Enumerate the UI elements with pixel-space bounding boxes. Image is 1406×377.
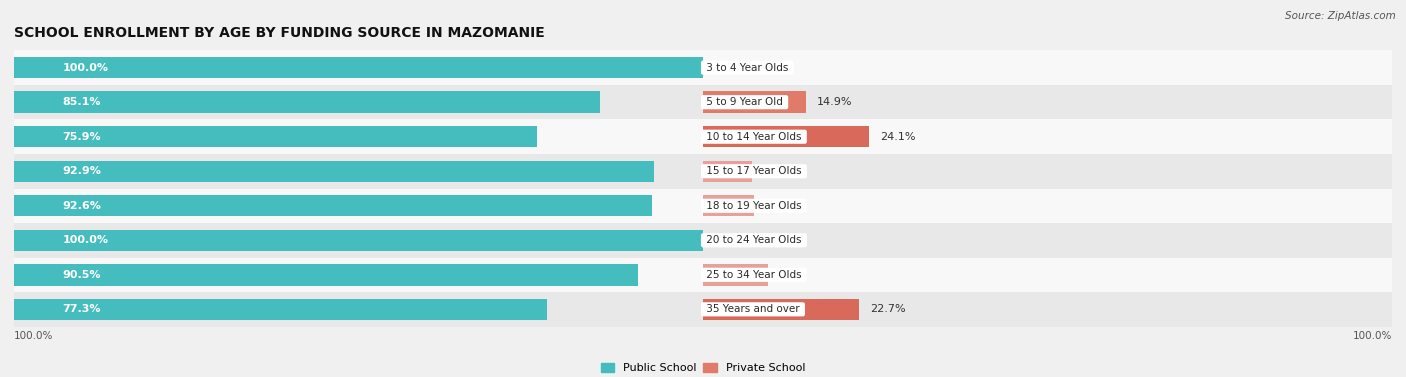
Bar (703, 92, 806, 113)
Text: 20 to 24 Year Olds: 20 to 24 Year Olds (703, 235, 804, 245)
Bar (14, 126, 537, 147)
Text: 22.7%: 22.7% (870, 304, 905, 314)
Text: 85.1%: 85.1% (62, 97, 101, 107)
Bar (0, 120, 1406, 154)
Text: 9.5%: 9.5% (779, 270, 808, 280)
Bar (14, 57, 703, 78)
Bar (703, 299, 859, 320)
Bar (0, 51, 1406, 85)
Text: 7.4%: 7.4% (765, 201, 793, 211)
Text: 75.9%: 75.9% (62, 132, 101, 142)
Text: 90.5%: 90.5% (62, 270, 101, 280)
Bar (14, 195, 652, 216)
Text: 3 to 4 Year Olds: 3 to 4 Year Olds (703, 63, 792, 73)
Bar (0, 257, 1406, 292)
Text: 0.0%: 0.0% (751, 63, 779, 73)
Text: 92.9%: 92.9% (62, 166, 101, 176)
Bar (0, 223, 1406, 257)
Bar (14, 264, 637, 285)
Bar (703, 195, 754, 216)
Text: 0.0%: 0.0% (751, 235, 779, 245)
Text: 25 to 34 Year Olds: 25 to 34 Year Olds (703, 270, 804, 280)
Text: Source: ZipAtlas.com: Source: ZipAtlas.com (1285, 11, 1396, 21)
Text: 77.3%: 77.3% (62, 304, 101, 314)
Bar (0, 188, 1406, 223)
Bar (14, 161, 654, 182)
Bar (703, 264, 769, 285)
Bar (703, 126, 869, 147)
Bar (0, 154, 1406, 188)
Text: 14.9%: 14.9% (817, 97, 852, 107)
Text: 100.0%: 100.0% (1353, 331, 1392, 341)
Bar (14, 92, 600, 113)
Text: 10 to 14 Year Olds: 10 to 14 Year Olds (703, 132, 804, 142)
Text: 18 to 19 Year Olds: 18 to 19 Year Olds (703, 201, 804, 211)
Text: 7.1%: 7.1% (763, 166, 792, 176)
Text: 24.1%: 24.1% (880, 132, 915, 142)
Text: 100.0%: 100.0% (62, 235, 108, 245)
Text: 5 to 9 Year Old: 5 to 9 Year Old (703, 97, 786, 107)
Bar (0, 85, 1406, 120)
Text: 100.0%: 100.0% (14, 331, 53, 341)
Text: 35 Years and over: 35 Years and over (703, 304, 803, 314)
Bar (14, 230, 703, 251)
Bar (14, 299, 547, 320)
Legend: Public School, Private School: Public School, Private School (596, 359, 810, 377)
Bar (0, 292, 1406, 326)
Text: 15 to 17 Year Olds: 15 to 17 Year Olds (703, 166, 804, 176)
Bar (703, 161, 752, 182)
Text: 100.0%: 100.0% (62, 63, 108, 73)
Text: 92.6%: 92.6% (62, 201, 101, 211)
Text: SCHOOL ENROLLMENT BY AGE BY FUNDING SOURCE IN MAZOMANIE: SCHOOL ENROLLMENT BY AGE BY FUNDING SOUR… (14, 26, 544, 40)
